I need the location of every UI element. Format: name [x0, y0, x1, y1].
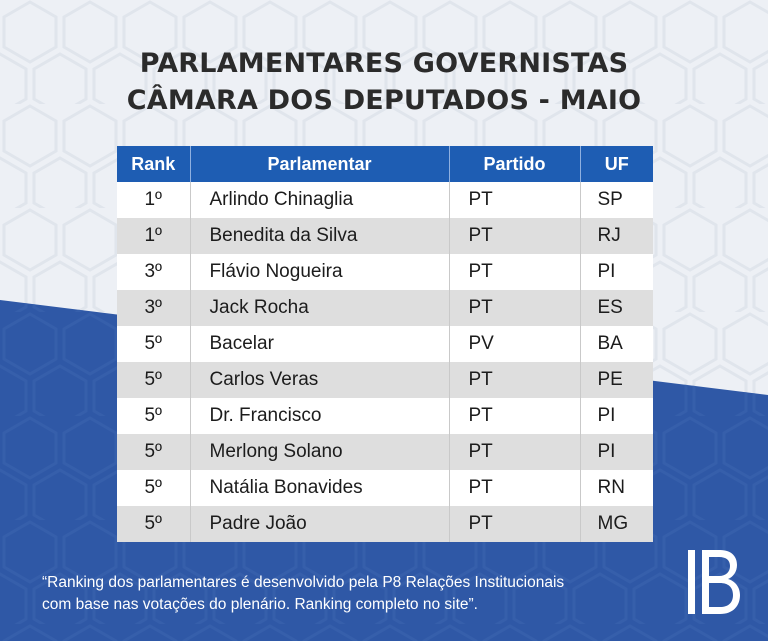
col-header-parlamentar: Parlamentar [190, 146, 450, 182]
cell-name: Carlos Veras [190, 362, 450, 398]
cell-name: Flávio Nogueira [190, 254, 450, 290]
table-header-row: Rank Parlamentar Partido UF [117, 146, 653, 182]
cell-party: PT [449, 398, 581, 434]
cell-party: PT [449, 470, 581, 506]
page-title-line2: CÂMARA DOS DEPUTADOS - MAIO [126, 85, 642, 116]
cell-rank: 5º [117, 434, 191, 470]
cell-name: Dr. Francisco [190, 398, 450, 434]
footer-note: “Ranking dos parlamentares é desenvolvid… [42, 572, 652, 616]
table-row: 5º Carlos Veras PT PE [117, 362, 653, 398]
cell-uf: RN [580, 470, 653, 506]
table-row: 1º Arlindo Chinaglia PT SP [117, 182, 653, 218]
table-row: 5º Padre João PT MG [117, 506, 653, 542]
cell-rank: 5º [117, 362, 191, 398]
cell-rank: 5º [117, 470, 191, 506]
cell-uf: BA [580, 326, 653, 362]
cell-uf: PI [580, 434, 653, 470]
cell-name: Bacelar [190, 326, 450, 362]
cell-rank: 3º [117, 290, 191, 326]
page-title-line1: PARLAMENTARES GOVERNISTAS [139, 48, 629, 79]
table-row: 1º Benedita da Silva PT RJ [117, 218, 653, 254]
cell-rank: 3º [117, 254, 191, 290]
table-row: 5º Natália Bonavides PT RN [117, 470, 653, 506]
table-row: 5º Dr. Francisco PT PI [117, 398, 653, 434]
cell-name: Natália Bonavides [190, 470, 450, 506]
cell-rank: 5º [117, 398, 191, 434]
cell-party: PT [449, 218, 581, 254]
ib-logo-icon [688, 550, 740, 614]
cell-party: PT [449, 506, 581, 542]
cell-uf: PI [580, 398, 653, 434]
cell-party: PT [449, 254, 581, 290]
cell-uf: RJ [580, 218, 653, 254]
ranking-table: Rank Parlamentar Partido UF 1º Arlindo C… [117, 146, 653, 542]
cell-uf: ES [580, 290, 653, 326]
table-row: 5º Merlong Solano PT PI [117, 434, 653, 470]
cell-party: PT [449, 362, 581, 398]
cell-party: PT [449, 290, 581, 326]
cell-rank: 5º [117, 506, 191, 542]
col-header-rank: Rank [117, 146, 191, 182]
cell-name: Jack Rocha [190, 290, 450, 326]
cell-party: PT [449, 434, 581, 470]
cell-rank: 1º [117, 218, 191, 254]
cell-uf: PE [580, 362, 653, 398]
cell-party: PT [449, 182, 581, 218]
footer-note-line2: com base nas votações do plenário. Ranki… [42, 596, 478, 613]
cell-name: Benedita da Silva [190, 218, 450, 254]
cell-rank: 1º [117, 182, 191, 218]
cell-name: Padre João [190, 506, 450, 542]
cell-name: Merlong Solano [190, 434, 450, 470]
col-header-uf: UF [580, 146, 653, 182]
table-row: 3º Jack Rocha PT ES [117, 290, 653, 326]
col-header-partido: Partido [449, 146, 581, 182]
footer-note-line1: “Ranking dos parlamentares é desenvolvid… [42, 574, 565, 591]
table-row: 3º Flávio Nogueira PT PI [117, 254, 653, 290]
cell-rank: 5º [117, 326, 191, 362]
cell-uf: MG [580, 506, 653, 542]
table-row: 5º Bacelar PV BA [117, 326, 653, 362]
cell-party: PV [449, 326, 581, 362]
cell-uf: PI [580, 254, 653, 290]
cell-uf: SP [580, 182, 653, 218]
cell-name: Arlindo Chinaglia [190, 182, 450, 218]
